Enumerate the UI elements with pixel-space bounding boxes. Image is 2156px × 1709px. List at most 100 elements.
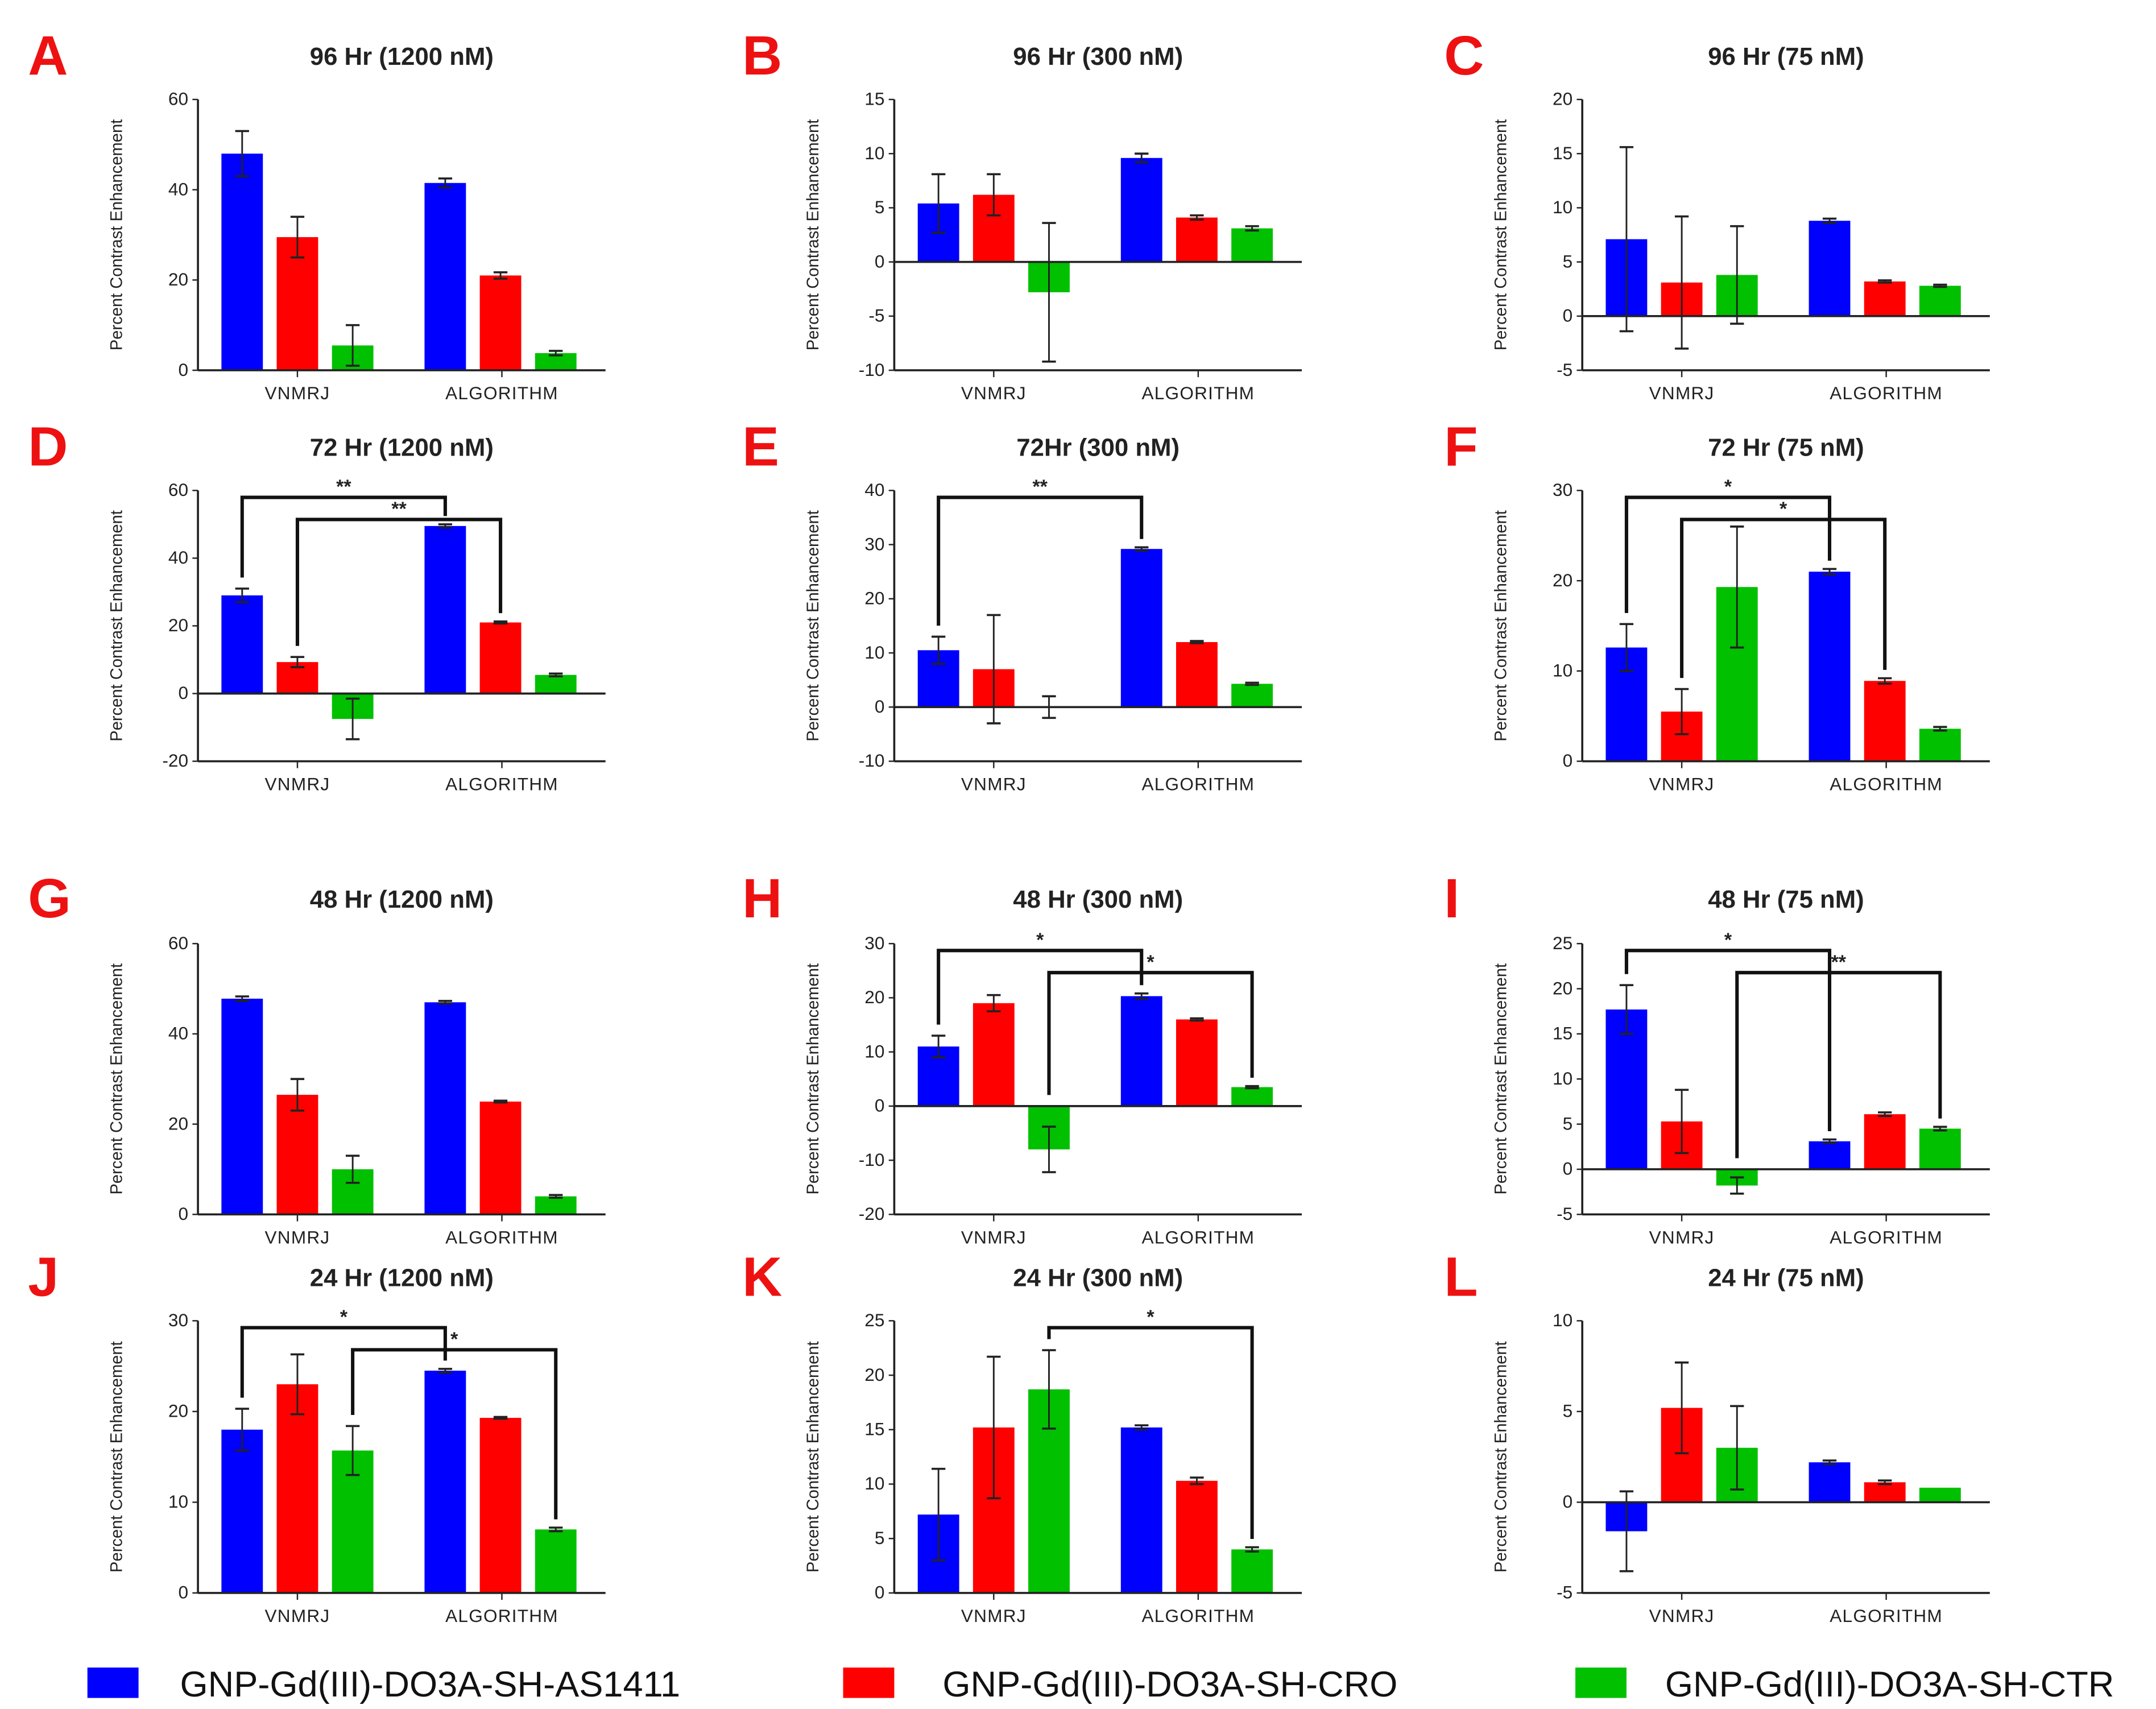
y-tick-label: 10 (864, 642, 884, 663)
y-tick-label: 20 (168, 1113, 188, 1133)
legend-swatch (843, 1667, 895, 1698)
y-tick-label: -20 (162, 750, 188, 771)
bar-vnmrj-series-0 (221, 1429, 263, 1593)
x-tick-label: ALGORITHM (1142, 774, 1255, 795)
y-tick-label: 30 (168, 1310, 188, 1330)
significance-bracket (240, 495, 447, 578)
y-tick-label: 10 (864, 1041, 884, 1061)
x-tick-label: VNMRJ (265, 383, 330, 403)
y-axis-label: Percent Contrast Enhancement (107, 510, 126, 742)
y-tick-label: 30 (864, 533, 884, 554)
y-axis-label: Percent Contrast Enhancement (804, 119, 822, 351)
x-tick-label: VNMRJ (1649, 1605, 1715, 1626)
bar-algorithm-series-0 (424, 1371, 466, 1593)
bar-algorithm-series-2 (535, 675, 577, 694)
y-axis-label: Percent Contrast Enhancement (107, 1341, 126, 1573)
y-tick-label: 20 (864, 588, 884, 609)
y-axis-label: Percent Contrast Enhancement (107, 963, 126, 1195)
panel-letter: I (1444, 867, 1459, 929)
y-tick-label: 10 (1553, 197, 1572, 217)
x-tick-label: VNMRJ (1649, 1227, 1715, 1247)
y-tick-label: 10 (1553, 1310, 1572, 1330)
x-tick-label: VNMRJ (961, 774, 1027, 795)
bar-algorithm-series-1 (1864, 281, 1906, 316)
y-axis-label: Percent Contrast Enhancement (1492, 119, 1511, 351)
significance-bracket (1624, 495, 1832, 613)
y-tick-label: 0 (875, 1095, 885, 1116)
panel-letter: E (742, 416, 779, 478)
panel-letter: G (28, 867, 71, 929)
y-tick-label: 0 (1563, 1158, 1573, 1179)
significance-label: * (1780, 498, 1787, 520)
chart-title: 72 Hr (75 nM) (1708, 434, 1864, 462)
y-tick-label: 40 (168, 547, 188, 568)
y-tick-label: 5 (1563, 251, 1573, 271)
significance-bracket (1047, 971, 1254, 1095)
panel-letter: K (742, 1246, 782, 1308)
chart-title: 96 Hr (75 nM) (1708, 43, 1864, 71)
panel-B: B 96 Hr (300 nM) Percent Contrast Enhancem… (742, 24, 1302, 403)
significance-label: * (1724, 929, 1732, 951)
significance-bracket (240, 1326, 447, 1398)
bar-algorithm-series-2 (1231, 1549, 1273, 1593)
panel-letter: B (742, 24, 782, 86)
x-tick-label: ALGORITHM (445, 383, 558, 403)
y-tick-label: 30 (864, 933, 884, 953)
legend-label: GNP-Gd(III)-DO3A-SH-AS1411 (180, 1665, 680, 1704)
legend-label: GNP-Gd(III)-DO3A-SH-CTR (1665, 1665, 2114, 1704)
bar-algorithm-series-2 (1919, 729, 1961, 762)
significance-label: ** (1032, 476, 1048, 498)
significance-label: * (1724, 476, 1732, 498)
significance-bracket (351, 1348, 558, 1520)
bar-algorithm-series-0 (1809, 572, 1851, 762)
bar-algorithm-series-1 (1176, 642, 1218, 707)
y-tick-label: 0 (875, 251, 885, 271)
y-tick-label: 0 (178, 682, 188, 703)
y-axis-label: Percent Contrast Enhancement (804, 1341, 822, 1573)
bar-algorithm-series-1 (479, 1418, 522, 1593)
panel-H: H 48 Hr (300 nM) Percent Contrast Enhancem… (742, 867, 1302, 1247)
legend: GNP-Gd(III)-DO3A-SH-AS1411 GNP-Gd(III)-DO… (87, 1665, 2114, 1704)
legend-swatch (1575, 1667, 1627, 1698)
legend-swatch (87, 1667, 139, 1698)
y-tick-label: 10 (168, 1491, 188, 1512)
significance-label: * (1036, 929, 1044, 951)
y-tick-label: 25 (864, 1310, 884, 1330)
bar-algorithm-series-1 (479, 622, 522, 694)
y-tick-label: 5 (1563, 1401, 1573, 1421)
y-tick-label: 0 (875, 696, 885, 717)
bar-algorithm-series-0 (424, 525, 466, 694)
y-tick-label: 5 (875, 1528, 885, 1548)
bar-vnmrj-series-1 (973, 1003, 1015, 1106)
bar-vnmrj-series-0 (221, 999, 263, 1215)
bar-algorithm-series-2 (535, 1529, 577, 1593)
bar-algorithm-series-0 (1120, 1427, 1162, 1593)
bar-algorithm-series-0 (1809, 1141, 1851, 1169)
bar-algorithm-series-0 (1120, 549, 1162, 707)
y-tick-label: -5 (1557, 1203, 1572, 1224)
x-tick-label: ALGORITHM (445, 1227, 558, 1247)
x-tick-label: ALGORITHM (1830, 1605, 1943, 1626)
significance-bracket (295, 518, 503, 646)
bar-algorithm-series-2 (1231, 684, 1273, 707)
bar-vnmrj-series-0 (1605, 1009, 1648, 1169)
bar-algorithm-series-1 (479, 1101, 522, 1215)
y-tick-label: 10 (1553, 660, 1572, 681)
bar-algorithm-series-1 (1864, 681, 1906, 762)
chart-title: 24 Hr (300 nM) (1013, 1264, 1183, 1292)
chart-title: 48 Hr (1200 nM) (310, 885, 494, 913)
y-tick-label: -5 (1557, 359, 1572, 380)
y-tick-label: -10 (859, 359, 885, 380)
y-tick-label: 0 (1563, 750, 1573, 771)
y-tick-label: 40 (168, 1023, 188, 1044)
bar-algorithm-series-1 (1864, 1114, 1906, 1169)
y-tick-label: 60 (168, 479, 188, 500)
panel-J: J 24 Hr (1200 nM) Percent Contrast Enhance… (28, 1246, 606, 1626)
y-tick-label: 40 (864, 479, 884, 500)
y-tick-label: 60 (168, 89, 188, 109)
chart-title: 72 Hr (1200 nM) (310, 434, 494, 462)
y-tick-label: 10 (864, 1473, 884, 1493)
y-axis-label: Percent Contrast Enhancement (1492, 510, 1511, 742)
x-tick-label: ALGORITHM (1142, 383, 1255, 403)
